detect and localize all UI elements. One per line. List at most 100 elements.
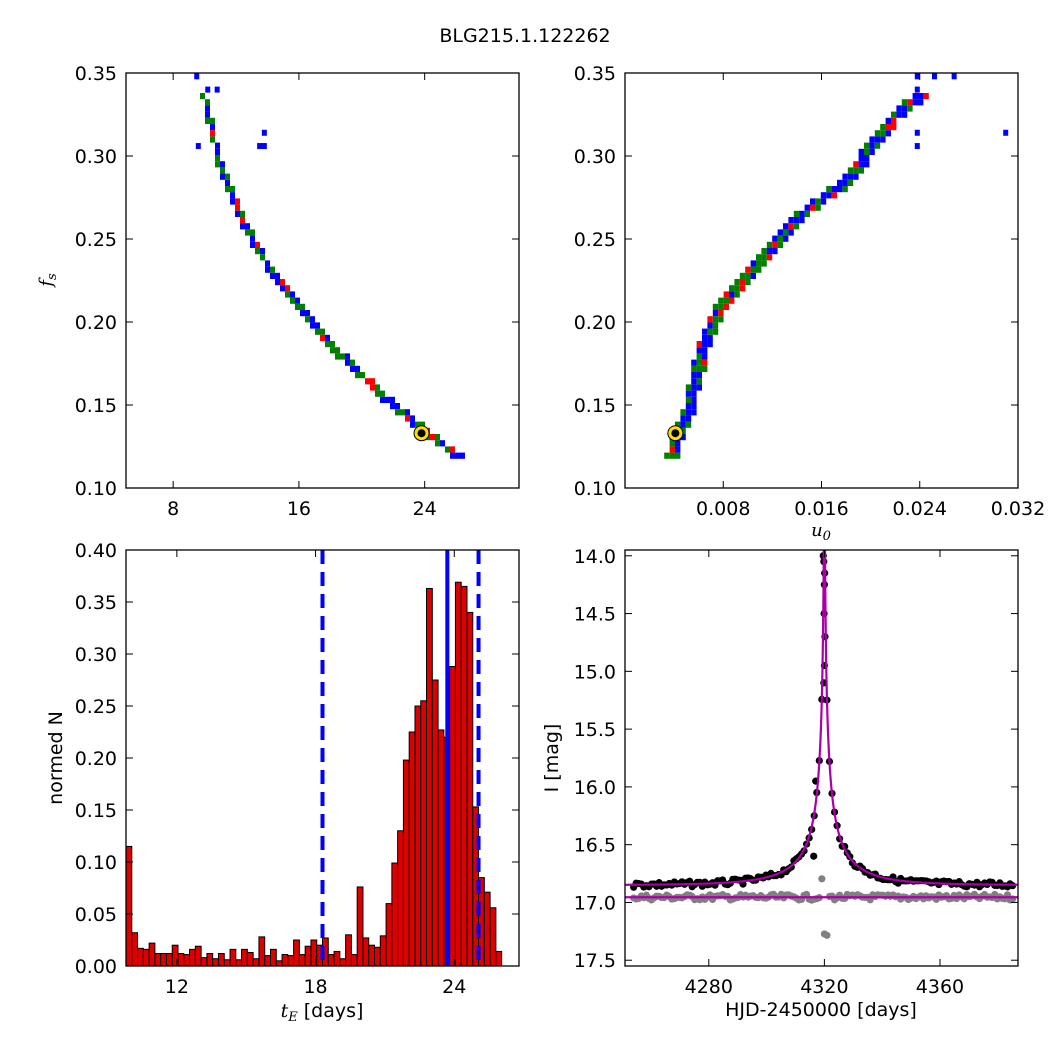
y-tick-label: 0.10 [574, 478, 616, 500]
histogram-bar [408, 731, 416, 967]
density-cell [230, 198, 235, 205]
density-cell [375, 390, 380, 397]
density-cell [355, 365, 360, 372]
data-point [810, 852, 818, 860]
density-cell [205, 105, 210, 112]
x-tick-label: 18 [303, 976, 327, 998]
y-tick-label: 17.5 [574, 950, 616, 972]
density-cell [847, 173, 854, 180]
x-tick-label: 0.032 [991, 498, 1045, 520]
density-cell [275, 272, 280, 279]
density-cell [365, 378, 370, 385]
density-cell [285, 285, 290, 292]
density-cell [761, 248, 767, 255]
histogram-bar [374, 946, 381, 967]
density-cell [891, 124, 897, 131]
density-cell [788, 217, 794, 224]
density-cell [777, 235, 783, 242]
density-cell [734, 279, 740, 286]
density-cell [914, 129, 920, 136]
density-cell [410, 421, 415, 428]
density-cell [756, 260, 762, 267]
density-cell [696, 359, 702, 366]
density-cell [914, 143, 920, 150]
plot-area [194, 73, 465, 459]
x-tick-label: 24 [442, 976, 466, 998]
density-cell [315, 328, 320, 335]
density-cell [793, 223, 800, 230]
density-cell [783, 235, 789, 242]
density-cell [435, 434, 440, 441]
density-cell [702, 328, 708, 335]
density-cell [320, 334, 325, 341]
density-cell [305, 310, 310, 317]
density-cell [205, 99, 210, 106]
y-tick-label: 0.00 [75, 956, 117, 978]
density-cell [858, 161, 864, 168]
density-cell [295, 303, 300, 310]
density-cell [864, 155, 870, 162]
density-cell [200, 93, 205, 100]
y-tick-label: 0.30 [75, 644, 117, 666]
density-cell [831, 192, 837, 199]
density-cell [864, 148, 870, 155]
axis-ticks: 4280 4320 4360 14.0 14.5 15.0 15.5 16.0 16.5 17.0… [574, 546, 1018, 998]
density-cell [858, 148, 864, 155]
axes-frame [624, 549, 1019, 967]
density-cell [853, 161, 859, 168]
density-cell [880, 130, 886, 137]
density-cell [880, 136, 886, 143]
density-cell [205, 117, 210, 124]
density-cell [766, 254, 773, 261]
density-cell [691, 365, 697, 372]
density-cell [280, 279, 285, 286]
density-cell [410, 415, 415, 422]
density-cell [712, 310, 719, 317]
density-cell [220, 173, 225, 180]
y-tick-label: 0.30 [75, 146, 117, 168]
density-cell [685, 396, 692, 403]
density-cell [729, 297, 735, 304]
histogram-bar [246, 951, 254, 967]
x-tick-label: 24 [413, 498, 437, 520]
axis-ticks: 0.008 0.016 0.024 0.032 0.10 0.15 0.20 0.25 0.30… [574, 63, 1046, 520]
density-cell [250, 229, 255, 236]
density-cell [225, 173, 230, 180]
histogram-bar [131, 932, 139, 967]
density-cell [265, 266, 270, 273]
y-tick-label: 0.10 [75, 852, 117, 874]
density-cell [205, 111, 210, 118]
x-tick-label: 4320 [800, 976, 848, 998]
density-cell [330, 347, 335, 354]
density-cell [734, 291, 740, 298]
density-cell [350, 359, 355, 366]
histogram-bar [460, 585, 468, 967]
density-cell [325, 334, 330, 341]
panel-fs-vs-u0: 0.008 0.016 0.024 0.032 0.10 0.15 0.20 0.25 0.30… [574, 63, 1046, 544]
density-cell [240, 217, 245, 224]
density-cell [305, 316, 310, 323]
density-cell [691, 403, 697, 410]
density-cell [385, 396, 390, 403]
histogram-bar [269, 948, 277, 967]
density-cell [723, 303, 729, 310]
density-cell [290, 291, 295, 298]
density-cell [799, 217, 805, 224]
histogram-bar [165, 953, 173, 967]
density-cell [907, 105, 913, 112]
density-cell [772, 248, 778, 255]
best-fit-marker [671, 429, 680, 438]
density-cell [230, 186, 235, 193]
density-cell [235, 204, 240, 211]
histogram-bar [212, 958, 219, 967]
density-cell [215, 148, 220, 155]
density-cell [395, 409, 400, 416]
density-cell [761, 260, 767, 267]
density-cell [777, 241, 783, 248]
density-cell [923, 93, 929, 100]
density-cell [675, 452, 681, 459]
density-cell [310, 322, 315, 329]
y-tick-label: 0.40 [75, 540, 117, 562]
density-cell [255, 241, 260, 248]
